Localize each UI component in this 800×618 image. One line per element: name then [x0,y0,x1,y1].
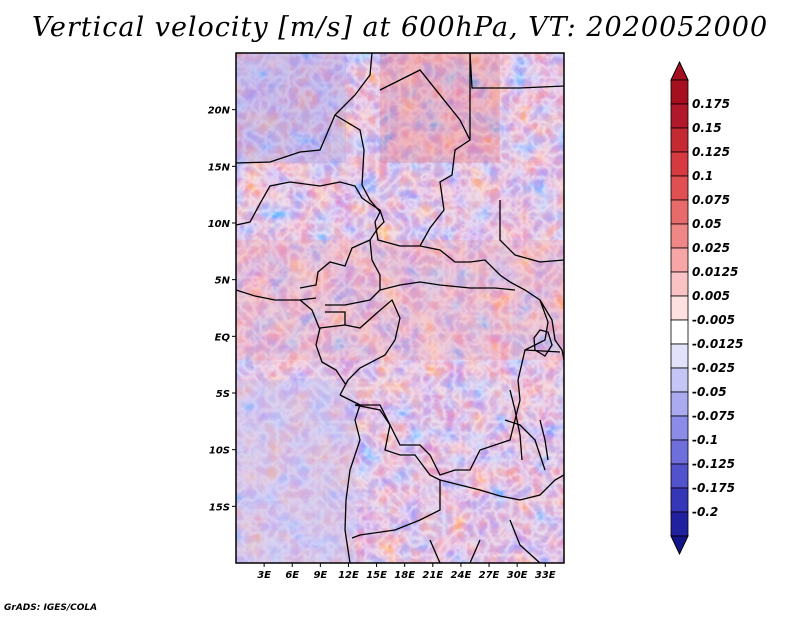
lon-tick-label: 12E [338,570,359,581]
region-tint-southwest [236,380,356,563]
colorbar-label: 0.15 [692,121,722,135]
longitude-axis: 3E 6E 9E 12E 15E 18E 21E 24E 27E 30E 33E [257,563,556,581]
colorbar-swatch [670,175,689,201]
lon-tick-label: 15E [366,570,387,581]
lat-tick-label: 10N [208,219,231,230]
lat-tick-label: 5S [216,389,230,400]
colorbar-label: 0.0125 [692,265,738,279]
lon-tick-label: 27E [479,570,500,581]
colorbar-swatch [670,439,689,465]
colorbar-swatch [670,271,689,297]
lon-tick-label: 3E [257,570,271,581]
colorbar-label: 0.005 [692,289,730,303]
lon-tick-label: 21E [422,570,443,581]
colorbar-swatch [670,415,689,441]
velocity-field [236,53,564,563]
colorbar-swatch [670,367,689,393]
map-panel: 20N 15N 10N 5N EQ 5S 10S 15S 3E 6E 9E 12E 15E 18E 21E… [208,52,565,581]
colorbar-swatch [670,247,689,273]
colorbar-label: -0.2 [692,505,718,519]
colorbar: 0.175 0.15 0.125 0.1 0.075 0.05 0.025 0.0125 0.0… [670,60,743,556]
region-tint-northwest [236,53,346,163]
lon-tick-label: 6E [285,570,299,581]
border-gulf-coast [236,289,317,301]
latitude-axis: 20N 15N 10N 5N EQ 5S 10S 15S [208,106,236,513]
colorbar-label: -0.075 [692,409,735,423]
border-libya-chad [379,69,471,141]
colorbar-swatch [670,199,689,225]
colorbar-label: 0.125 [692,145,730,159]
colorbar-swatch [670,151,689,177]
colorbar-swatch [670,463,689,489]
map-frame [235,52,565,564]
colorbar-bottom-arrow [670,535,689,556]
colorbar-label: -0.005 [692,313,735,327]
lat-tick-label: 20N [208,106,231,117]
lat-tick-label: 15N [208,162,231,173]
border-car-chad [361,184,511,283]
lat-tick-label: 15S [209,502,230,513]
border-drc-east [354,281,549,476]
border-south-sudan [499,200,564,263]
colorbar-swatch [670,103,689,129]
border-zambia [439,474,564,501]
footer-credit: GrADS: IGES/COLA [4,603,98,613]
lat-tick-label: 10S [209,446,230,457]
lat-tick-label: EQ [215,332,231,343]
lake-outlines [509,389,549,461]
colorbar-label: -0.1 [692,433,718,447]
border-congo [325,298,401,396]
colorbar-label: -0.025 [692,361,735,375]
colorbar-swatch [670,511,689,537]
field-whitening [236,53,564,563]
border-chad-sudan [419,53,471,247]
border-south [429,519,541,563]
lon-tick-label: 30E [507,570,528,581]
colorbar-swatch [670,343,689,369]
border-angola-east [351,404,441,539]
border-cameroon-coast [299,299,321,331]
colorbar-label: 0.05 [692,217,722,231]
map-title: Vertical velocity [m/s] at 600hPa, VT: 2… [31,12,769,43]
colorbar-swatch [670,127,689,153]
colorbar-label: 0.025 [692,241,730,255]
border-tanzania [504,349,561,471]
colorbar-swatch [670,79,689,105]
border-car-drc [379,281,516,291]
colorbar-swatch [670,295,689,321]
lat-tick-label: 5N [215,276,231,287]
colorbar-swatch [670,391,689,417]
colorbar-swatch [670,319,689,345]
colorbar-top-arrow [670,60,689,81]
border-uganda [539,299,564,361]
colorbar-label: 0.075 [692,193,730,207]
colorbar-swatch [670,487,689,513]
colorbar-label: -0.0125 [692,337,743,351]
region-tint-northeast [380,53,500,163]
colorbar-label: -0.05 [692,385,727,399]
colorbar-label: -0.125 [692,457,735,471]
lon-tick-label: 9E [313,570,327,581]
country-borders [236,53,564,563]
colorbar-label: 0.1 [692,169,713,183]
border-egypt-sudan [469,53,564,89]
lon-tick-label: 33E [535,570,556,581]
border-niger-mali [236,53,373,164]
colorbar-label: 0.175 [692,97,730,111]
colorbar-label: -0.175 [692,481,735,495]
lon-tick-label: 18E [394,570,415,581]
border-niger-chad [334,114,365,186]
lon-tick-label: 24E [451,570,472,581]
border-angola-coast [339,394,361,563]
border-gabon [315,324,347,386]
colorbar-swatch [670,223,689,249]
lake-victoria [533,329,553,357]
